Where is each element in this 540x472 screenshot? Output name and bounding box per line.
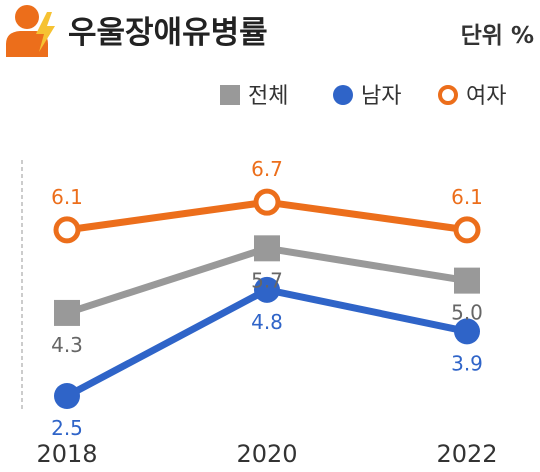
x-tick-label: 2020 bbox=[236, 440, 297, 468]
data-label: 6.1 bbox=[51, 185, 83, 209]
unit-label: 단위 % bbox=[461, 23, 534, 49]
series-line-남자 bbox=[63, 286, 471, 400]
data-label: 5.7 bbox=[251, 268, 283, 292]
data-label: 6.1 bbox=[451, 185, 483, 209]
data-point bbox=[454, 318, 480, 345]
data-point bbox=[53, 216, 81, 244]
data-point bbox=[253, 188, 281, 216]
x-axis-ticks: 2018 2020 2022 bbox=[36, 440, 497, 468]
data-labels: 4.3 5.7 5.0 2.5 4.8 3.9 6.1 6.7 6.1 bbox=[51, 157, 483, 440]
legend-label: 여자 bbox=[466, 84, 506, 109]
x-tick-label: 2022 bbox=[436, 440, 497, 468]
data-label: 6.7 bbox=[251, 157, 283, 181]
data-label: 3.9 bbox=[451, 351, 483, 375]
legend-label: 남자 bbox=[361, 84, 401, 109]
data-point bbox=[254, 276, 280, 303]
data-point bbox=[454, 267, 480, 294]
data-label: 5.0 bbox=[451, 301, 483, 325]
legend-marker bbox=[220, 85, 240, 105]
chart-title: 우울장애유병률 bbox=[68, 15, 268, 51]
stressed-person-lightning-icon bbox=[6, 5, 55, 57]
data-point bbox=[54, 383, 80, 409]
series-markers bbox=[53, 188, 481, 409]
data-label: 2.5 bbox=[51, 416, 83, 440]
data-point bbox=[453, 216, 481, 244]
data-label: 4.3 bbox=[51, 333, 83, 357]
legend-label: 전체 bbox=[248, 84, 288, 109]
legend: 전체 남자 여자 bbox=[220, 84, 506, 109]
x-tick-label: 2018 bbox=[36, 440, 97, 468]
data-label: 4.8 bbox=[251, 310, 283, 334]
data-point bbox=[254, 235, 280, 262]
data-point bbox=[54, 299, 80, 326]
legend-marker bbox=[438, 85, 458, 105]
legend-marker bbox=[333, 85, 353, 105]
